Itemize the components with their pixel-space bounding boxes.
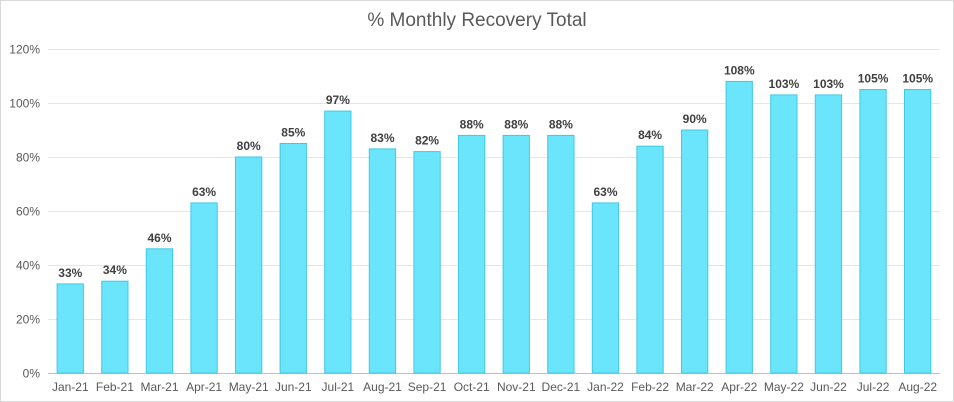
data-label: 108% — [724, 63, 755, 77]
data-label: 97% — [326, 93, 350, 107]
x-tick-label: Feb-21 — [96, 380, 134, 394]
bar — [636, 145, 664, 374]
x-tick-label: Jan-22 — [587, 380, 624, 394]
bar — [725, 80, 753, 374]
x-tick-label: Apr-22 — [721, 380, 757, 394]
data-label: 88% — [460, 117, 484, 131]
bar — [101, 280, 129, 374]
bar — [235, 156, 263, 374]
x-tick-label: Jun-22 — [810, 380, 847, 394]
bar — [458, 134, 486, 374]
data-label: 88% — [549, 117, 573, 131]
chart-title: % Monthly Recovery Total — [367, 10, 587, 31]
bar — [681, 129, 709, 374]
data-label: 88% — [504, 117, 528, 131]
data-label: 85% — [281, 126, 305, 140]
data-label: 80% — [237, 139, 261, 153]
bar — [814, 94, 843, 374]
bar — [279, 143, 307, 374]
x-tick-label: May-22 — [764, 380, 804, 394]
bar — [904, 89, 932, 374]
x-tick-label: Dec-21 — [542, 380, 581, 394]
bar — [324, 110, 352, 374]
data-label: 33% — [58, 266, 82, 280]
x-tick-label: Jan-21 — [52, 380, 89, 394]
x-tick-label: Aug-22 — [898, 380, 937, 394]
x-tick-label: Jun-21 — [275, 380, 312, 394]
x-tick-label: Oct-21 — [454, 380, 490, 394]
x-tick-label: Apr-21 — [186, 380, 222, 394]
data-label: 105% — [902, 72, 933, 86]
data-label: 90% — [683, 112, 707, 126]
bar — [56, 283, 84, 374]
y-tick-label: 60% — [16, 205, 40, 219]
data-label: 34% — [103, 263, 127, 277]
data-label: 105% — [858, 72, 889, 86]
x-tick-label: Jul-22 — [857, 380, 890, 394]
y-tick-label: 40% — [16, 259, 40, 273]
bar — [547, 134, 575, 374]
bar — [190, 202, 218, 374]
data-label: 84% — [638, 128, 662, 142]
bar — [413, 151, 441, 374]
data-label: 63% — [192, 185, 216, 199]
data-label: 63% — [593, 185, 617, 199]
x-tick-label: Aug-21 — [363, 380, 402, 394]
bar — [591, 202, 620, 374]
data-label: 103% — [769, 77, 800, 91]
bar — [859, 89, 887, 374]
y-tick-label: 120% — [9, 43, 40, 57]
bar — [502, 134, 530, 374]
x-tick-label: Mar-22 — [676, 380, 714, 394]
x-tick-label: Mar-21 — [140, 380, 178, 394]
y-tick-label: 20% — [16, 313, 40, 327]
bar — [368, 148, 397, 374]
data-label: 46% — [147, 231, 171, 245]
x-tick-label: Feb-22 — [631, 380, 669, 394]
data-label: 103% — [813, 77, 844, 91]
x-tick-label: May-21 — [229, 380, 269, 394]
x-tick-label: Sep-21 — [408, 380, 447, 394]
data-label: 83% — [370, 131, 394, 145]
data-label: 82% — [415, 134, 439, 148]
x-tick-label: Nov-21 — [497, 380, 536, 394]
y-tick-label: 80% — [16, 151, 40, 165]
y-tick-label: 0% — [23, 367, 41, 381]
x-tick-label: Jul-21 — [322, 380, 355, 394]
bar — [145, 248, 174, 374]
bar — [770, 94, 798, 374]
y-tick-label: 100% — [9, 97, 40, 111]
